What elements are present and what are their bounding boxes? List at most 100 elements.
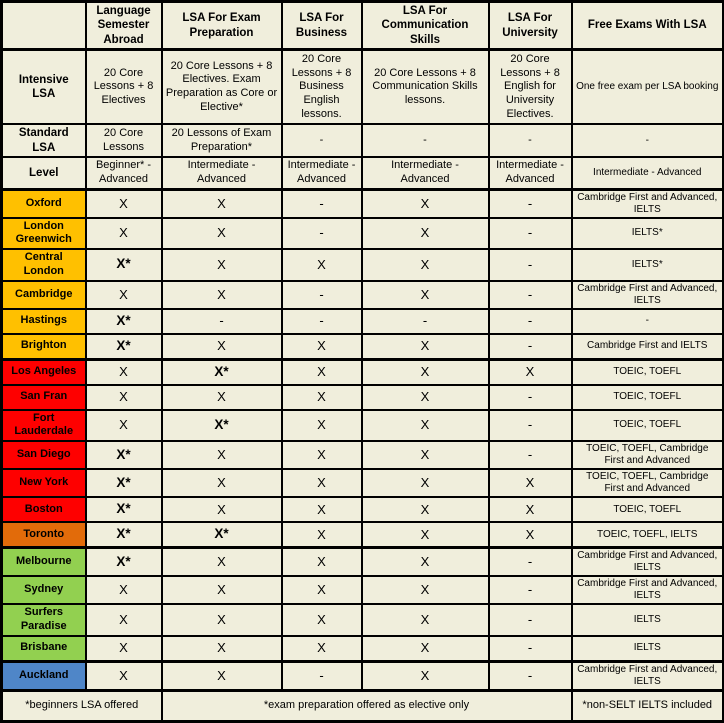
free-exams-cell: TOEIC, TOEFL: [570, 408, 724, 443]
free-exams-cell: Cambridge First and IELTS: [570, 332, 724, 361]
availability-cell: X*: [84, 307, 163, 335]
city-row: Auckland X X - X - Cambridge First and A…: [0, 659, 724, 692]
availability-cell: X: [84, 659, 163, 692]
footnote-beginners: *beginners LSA offered: [0, 688, 163, 723]
city-row: Brighton X* X X X - Cambridge First and …: [0, 332, 724, 361]
column-header-language-semester-abroad: Language Semester Abroad: [84, 0, 163, 52]
free-exams-cell: Cambridge First and Advanced, IELTS: [570, 279, 724, 310]
availability-cell: -: [487, 408, 573, 443]
standard-lsa-row: Standard LSA 20 Core Lessons 20 Lessons …: [0, 123, 724, 159]
column-header-communication-skills: LSA For Communication Skills: [360, 0, 490, 52]
free-exams-cell: TOEIC, TOEFL, Cambridge First and Advanc…: [570, 440, 724, 471]
level-cell: Intermediate - Advanced: [280, 156, 363, 191]
column-header-free-exams: Free Exams With LSA: [570, 0, 724, 52]
availability-cell: X: [280, 440, 363, 471]
city-row: Boston X* X X X X TOEIC, TOEFL: [0, 496, 724, 524]
city-row-label: Surfers Paradise: [0, 603, 87, 637]
availability-cell: X*: [160, 521, 283, 549]
availability-cell: X*: [84, 440, 163, 471]
availability-cell: -: [487, 279, 573, 310]
availability-cell: X*: [84, 496, 163, 524]
availability-cell: X: [280, 383, 363, 411]
programme-info-section: Intensive LSA 20 Core Lessons + 8 Electi…: [0, 48, 724, 191]
availability-cell: X*: [84, 546, 163, 578]
level-row-label: Level: [0, 156, 87, 191]
city-row: Los Angeles X X* X X X TOEIC, TOEFL: [0, 357, 724, 386]
intensive-lsa-cell: 20 Core Lessons + 8 English for Universi…: [487, 48, 573, 126]
availability-cell: X: [360, 575, 490, 606]
availability-cell: -: [280, 307, 363, 335]
availability-cell: X: [160, 496, 283, 524]
city-row: San Diego X* X X X - TOEIC, TOEFL, Cambr…: [0, 440, 724, 471]
column-header-business: LSA For Business: [280, 0, 363, 52]
intensive-lsa-row-label: Intensive LSA: [0, 48, 87, 126]
standard-lsa-row-label: Standard LSA: [0, 123, 87, 159]
availability-cell: X: [160, 332, 283, 361]
standard-lsa-cell: -: [360, 123, 490, 159]
availability-cell: X: [84, 575, 163, 606]
city-row: Fort Lauderdale X X* X X - TOEIC, TOEFL: [0, 408, 724, 443]
city-row-label: San Fran: [0, 383, 87, 411]
availability-cell: -: [280, 659, 363, 692]
availability-cell: -: [360, 307, 490, 335]
availability-cell: X: [487, 468, 573, 499]
availability-cell: -: [487, 546, 573, 578]
city-row: Brisbane X X X X - IELTS: [0, 634, 724, 663]
availability-cell: X: [280, 332, 363, 361]
availability-cell: X: [360, 408, 490, 443]
availability-cell: -: [487, 440, 573, 471]
availability-cell: -: [487, 383, 573, 411]
free-exams-cell: TOEIC, TOEFL, Cambridge First and Advanc…: [570, 468, 724, 499]
availability-cell: -: [487, 216, 573, 251]
city-row-label: Cambridge: [0, 279, 87, 310]
city-row-label: Brighton: [0, 332, 87, 361]
availability-cell: X: [160, 546, 283, 578]
availability-cell: X: [160, 279, 283, 310]
availability-cell: X: [360, 357, 490, 386]
city-row: San Fran X X X X - TOEIC, TOEFL: [0, 383, 724, 411]
city-row-label: Brisbane: [0, 634, 87, 663]
city-row-label: Toronto: [0, 521, 87, 549]
standard-lsa-cell: 20 Lessons of Exam Preparation*: [160, 123, 283, 159]
availability-cell: X: [160, 575, 283, 606]
availability-cell: X: [84, 383, 163, 411]
intensive-lsa-cell: One free exam per LSA booking: [570, 48, 724, 126]
availability-cell: X: [84, 603, 163, 637]
availability-cell: X: [160, 659, 283, 692]
city-row-label: Melbourne: [0, 546, 87, 578]
availability-cell: X: [360, 332, 490, 361]
free-exams-cell: TOEIC, TOEFL, IELTS: [570, 521, 724, 549]
city-rows-section: Oxford X X - X - Cambridge First and Adv…: [0, 187, 724, 692]
column-header-blank: [0, 0, 87, 52]
availability-cell: X*: [84, 468, 163, 499]
availability-cell: -: [160, 307, 283, 335]
free-exams-cell: Cambridge First and Advanced, IELTS: [570, 546, 724, 578]
city-row-label: Fort Lauderdale: [0, 408, 87, 443]
free-exams-cell: Cambridge First and Advanced, IELTS: [570, 575, 724, 606]
free-exams-cell: IELTS: [570, 603, 724, 637]
availability-cell: X*: [160, 357, 283, 386]
availability-cell: X: [360, 496, 490, 524]
availability-cell: X*: [84, 332, 163, 361]
level-cell: Intermediate - Advanced: [360, 156, 490, 191]
intensive-lsa-cell: 20 Core Lessons + 8 Communication Skills…: [360, 48, 490, 126]
availability-cell: X: [487, 496, 573, 524]
availability-cell: X: [280, 575, 363, 606]
city-row: Central London X* X X X - IELTS*: [0, 248, 724, 282]
availability-cell: X: [84, 216, 163, 251]
availability-cell: X: [280, 634, 363, 663]
free-exams-cell: TOEIC, TOEFL: [570, 383, 724, 411]
availability-cell: -: [487, 248, 573, 282]
city-row-label: London Greenwich: [0, 216, 87, 251]
level-cell: Intermediate - Advanced: [160, 156, 283, 191]
availability-cell: X: [84, 279, 163, 310]
availability-cell: X: [360, 187, 490, 219]
availability-cell: -: [280, 279, 363, 310]
city-row-label: Sydney: [0, 575, 87, 606]
availability-cell: X: [160, 603, 283, 637]
availability-cell: X: [360, 216, 490, 251]
city-row-label: San Diego: [0, 440, 87, 471]
availability-cell: X*: [160, 408, 283, 443]
column-header-row: Language Semester Abroad LSA For Exam Pr…: [0, 0, 724, 52]
footnote-exam-preparation: *exam preparation offered as elective on…: [160, 688, 573, 723]
